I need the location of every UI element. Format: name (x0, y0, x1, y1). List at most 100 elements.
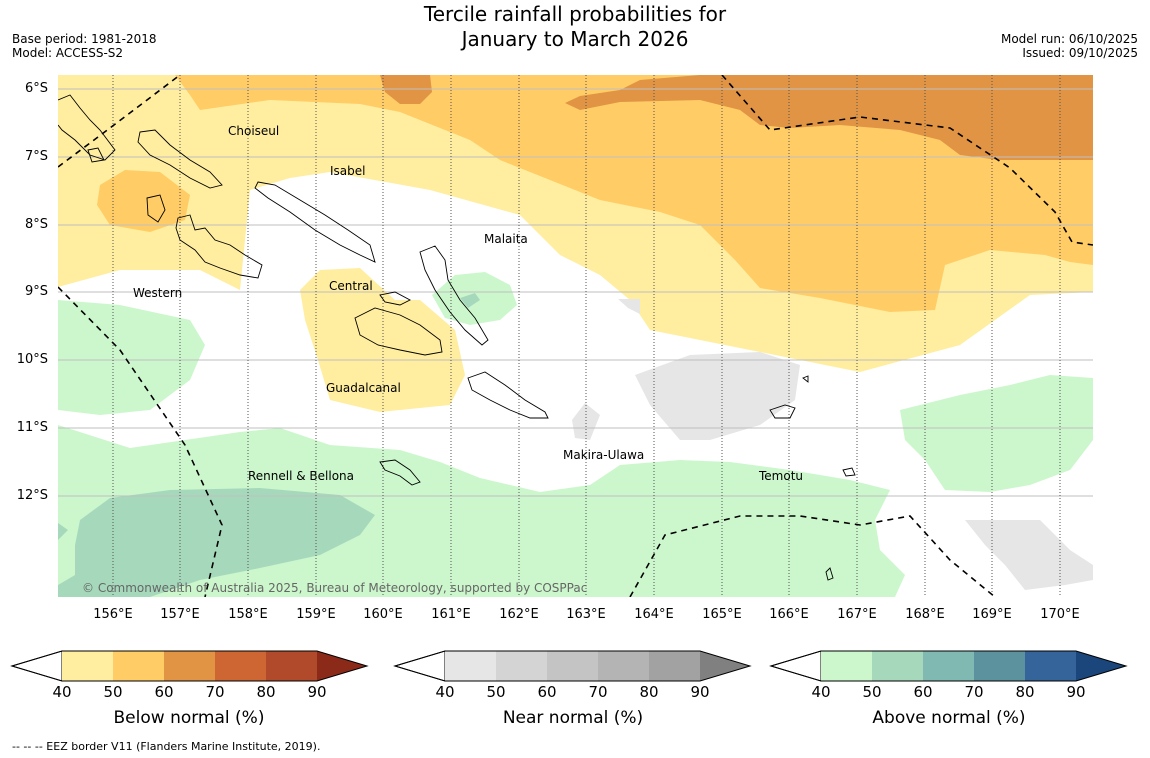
colorbar-swatch (974, 651, 1025, 681)
lon-label: 168°E (905, 607, 945, 622)
model-name: Model: ACCESS-S2 (12, 46, 124, 60)
title-line-2: January to March 2026 (461, 27, 689, 51)
colorbar-tick: 70 (588, 683, 608, 701)
base-period: Base period: 1981-2018 (12, 32, 157, 46)
eez-legend-note: -- -- -- EEZ border V11 (Flanders Marine… (12, 740, 321, 753)
province-label: Western (133, 286, 182, 300)
above-50-60-region (58, 523, 68, 540)
lon-label: 159°E (296, 607, 336, 622)
rainfall-map: Choiseul Isabel Malaita Western Central … (58, 75, 1093, 597)
isabel-coast (254, 181, 376, 263)
lon-label: 167°E (837, 607, 877, 622)
colorbar-tick: 90 (690, 683, 710, 701)
title-line-1: Tercile rainfall probabilities for (423, 2, 727, 26)
colorbar-swatch (445, 651, 496, 681)
bougainville-coast (58, 94, 116, 161)
colorbar-tick: 50 (103, 683, 123, 701)
colorbar-swatch (1076, 651, 1126, 681)
lon-label: 160°E (363, 607, 403, 622)
tikopia-coast (825, 567, 834, 581)
map-canvas: Choiseul Isabel Malaita Western Central … (58, 75, 1093, 597)
new-georgia-coast (175, 214, 263, 279)
lat-label: 9°S (24, 284, 48, 299)
choiseul-coast (137, 129, 223, 189)
lat-label: 11°S (16, 420, 48, 435)
map-title: Tercile rainfall probabilities for Janua… (0, 2, 1150, 52)
coastlines (58, 94, 856, 581)
lon-label: 164°E (634, 607, 674, 622)
meta-right: Model run: 06/10/2025 Issued: 09/10/2025 (1001, 32, 1138, 60)
santa-cruz-coast (769, 404, 796, 419)
colorbar-swatch (317, 651, 367, 681)
province-label: Rennell & Bellona (248, 469, 354, 483)
colorbar-title-near: Near normal (%) (502, 708, 644, 728)
lat-label: 12°S (16, 488, 48, 503)
colorbar-above (769, 650, 1128, 682)
above-40-50-region (58, 300, 205, 415)
eez-borders (58, 75, 1093, 597)
lon-label: 156°E (93, 607, 133, 622)
colorbar-swatch (649, 651, 700, 681)
near-40-50-region (572, 403, 600, 440)
issued-date: Issued: 09/10/2025 (1022, 46, 1138, 60)
colorbar-swatch (547, 651, 598, 681)
colorbar-tick: 80 (256, 683, 276, 701)
colorbar-swatch (164, 651, 215, 681)
colorbar-tick: 50 (862, 683, 882, 701)
lon-label: 170°E (1040, 607, 1080, 622)
above-50-60-region (58, 488, 375, 597)
lon-label: 157°E (160, 607, 200, 622)
lat-label: 8°S (24, 217, 48, 232)
makira-coast (467, 371, 549, 419)
colorbar-tick: 90 (1066, 683, 1086, 701)
lat-gridlines (58, 88, 1093, 497)
lat-label: 10°S (16, 352, 48, 367)
above-50-60-region (460, 293, 480, 308)
province-label: Choiseul (228, 124, 279, 138)
colorbar-tick: 80 (1015, 683, 1035, 701)
meta-left: Base period: 1981-2018 Model: ACCESS-S2 (12, 32, 157, 60)
colorbar-tick: 40 (811, 683, 831, 701)
lat-label: 6°S (24, 81, 48, 96)
lon-gridlines (112, 75, 1061, 597)
lat-label: 7°S (24, 149, 48, 164)
vanikoro-coast (842, 467, 856, 477)
lon-label: 162°E (499, 607, 539, 622)
near-40-50-region (965, 520, 1093, 590)
lon-label: 163°E (566, 607, 606, 622)
province-label: Central (329, 279, 373, 293)
lon-label: 158°E (228, 607, 268, 622)
colorbar-tick: 60 (154, 683, 174, 701)
colorbar-swatch (923, 651, 974, 681)
province-label: Isabel (330, 164, 365, 178)
colorbar-tick: 40 (435, 683, 455, 701)
below-60-70-region (565, 75, 1093, 160)
colorbars (10, 650, 1128, 682)
lon-label: 166°E (769, 607, 809, 622)
near-40-50-region (618, 299, 640, 314)
province-label: Temotu (758, 469, 803, 483)
malaita-coast (419, 245, 489, 346)
above-40-50-region (900, 375, 1093, 492)
colorbar-title-below: Below normal (%) (113, 708, 265, 728)
colorbar-swatch (598, 651, 649, 681)
colorbar-tick: 60 (537, 683, 557, 701)
colorbar-tick: 60 (913, 683, 933, 701)
colorbar-swatch (496, 651, 547, 681)
colorbar-tick: 50 (486, 683, 506, 701)
colorbar-swatch (872, 651, 923, 681)
rennell-coast (379, 459, 421, 486)
colorbar-tick: 90 (307, 683, 327, 701)
model-run: Model run: 06/10/2025 (1000, 32, 1138, 46)
near-40-50-region (635, 352, 800, 440)
colorbar-swatch (62, 651, 113, 681)
colorbar-below (10, 650, 369, 682)
province-label: Malaita (484, 232, 528, 246)
colorbar-near (393, 650, 752, 682)
florida-islands-coast (379, 291, 411, 306)
guadalcanal-coast (354, 307, 443, 356)
below-50-60-region (175, 75, 1093, 312)
copyright-text: © Commonwealth of Australia 2025, Bureau… (82, 581, 587, 595)
reef-islands-coast (802, 375, 809, 383)
lon-label: 161°E (431, 607, 471, 622)
